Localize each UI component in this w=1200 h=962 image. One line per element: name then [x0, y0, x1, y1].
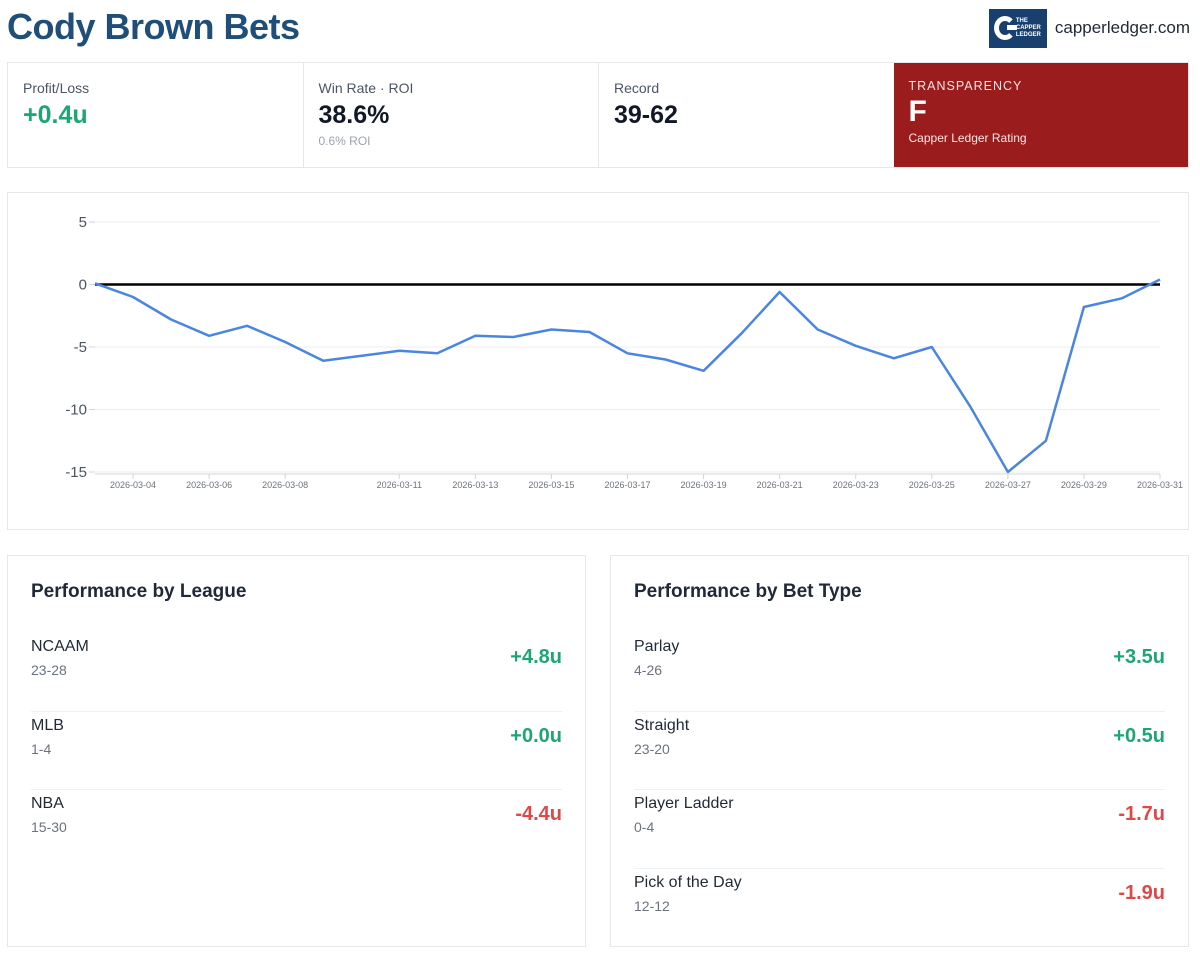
perf-row: NBA 15-30 -4.4u [31, 790, 562, 869]
y-tick-label: 5 [79, 214, 87, 231]
perf-row-record: 4-26 [634, 662, 663, 678]
perf-row-name: Pick of the Day [634, 873, 742, 891]
perf-row-record: 23-20 [634, 740, 670, 757]
x-tick-label: 2026-03-21 [757, 480, 803, 490]
logo-mark-icon [993, 15, 1016, 40]
perf-row-name: Player Ladder [634, 795, 734, 812]
perf-row-record: 0-4 [634, 819, 655, 835]
header: Cody Brown Bets THE CAPPER LEDGER capper… [0, 0, 1200, 58]
stats-bar: Profit/Loss +0.4u Win Rate · ROI 38.6% 0… [7, 62, 1189, 168]
perf-row-record: 12-12 [634, 897, 670, 914]
y-tick-label: -15 [65, 464, 87, 481]
perf-row-value: +0.5u [1113, 724, 1165, 747]
transparency-label: TRANSPARENCY [908, 79, 1023, 93]
brand-domain-link[interactable]: capperledger.com [1054, 18, 1190, 37]
x-tick-label: 2026-03-25 [909, 480, 955, 490]
perf-row-value: -1.7u [1118, 803, 1165, 825]
x-tick-label: 2026-03-23 [833, 480, 879, 490]
perf-row-value: -1.9u [1118, 881, 1165, 904]
capper-ledger-logo[interactable]: THE CAPPER LEDGER [988, 8, 1047, 48]
stat-profit-loss: Profit/Loss +0.4u [8, 63, 304, 167]
x-tick-label: 2026-03-31 [1137, 480, 1183, 490]
transparency-grade: F [908, 95, 927, 128]
perf-row: Pick of the Day 12-12 -1.9u [634, 869, 1165, 948]
profit-chart: 5 0 -5 -10 -15 2026-03-04 2026-03-06 2026-03-08… [7, 192, 1189, 530]
perf-title: Performance by Bet Type [634, 581, 862, 602]
cumulative-profit-line [94, 278, 1161, 474]
x-tick-label: 2026-03-17 [604, 480, 650, 490]
performance-by-league-card: Performance by League NCAAM 23-28 +4.8u MLB… [7, 555, 586, 947]
transparency-badge: TRANSPARENCY F Capper Ledger Rating [893, 63, 1188, 167]
x-tick-label: 2026-03-29 [1061, 480, 1107, 490]
x-tick-label: 2026-03-11 [377, 480, 422, 490]
stat-sub: 0.6% ROI [318, 134, 371, 148]
page-title: Cody Brown Bets [7, 6, 300, 47]
perf-row-value: +4.8u [510, 646, 562, 668]
perf-row-value: +0.0u [510, 724, 562, 747]
y-tick-label: -10 [65, 402, 87, 419]
perf-row-name: Straight [634, 716, 690, 734]
league-list: NCAAM 23-28 +4.8u MLB 1-4 +0.0u NBA 15-30 -4.4u [31, 633, 562, 869]
x-tick-label: 2026-03-27 [985, 480, 1031, 490]
x-tick-label: 2026-03-08 [262, 480, 308, 490]
stat-label: Win Rate · ROI [318, 80, 414, 96]
bet-type-list: Parlay 4-26 +3.5u Straight 23-20 +0.5u Player … [634, 633, 1165, 947]
perf-row-record: 23-28 [31, 662, 67, 678]
x-tick-label: 2026-03-04 [110, 480, 156, 490]
transparency-sub: Capper Ledger Rating [908, 131, 1027, 145]
perf-row-value: -4.4u [515, 803, 562, 825]
perf-row: Straight 23-20 +0.5u [634, 712, 1165, 790]
perf-title: Performance by League [31, 581, 247, 602]
x-tick-label: 2026-03-15 [528, 480, 574, 490]
x-tick-label: 2026-03-06 [186, 480, 232, 490]
y-tick-label: 0 [79, 277, 87, 294]
perf-row-name: MLB [31, 716, 64, 734]
x-tick-label: 2026-03-13 [452, 480, 498, 490]
stat-value: 38.6% [318, 101, 390, 129]
stat-win-rate: Win Rate · ROI 38.6% 0.6% ROI [304, 63, 599, 167]
profit-chart-svg: 5 0 -5 -10 -15 2026-03-04 2026-03-06 2026-03-08… [65, 214, 1183, 490]
perf-row-name: NCAAM [31, 638, 89, 655]
perf-row-name: Parlay [634, 638, 680, 655]
stat-record: Record 39-62 [599, 63, 894, 167]
perf-row-record: 15-30 [31, 819, 67, 835]
x-tick-label: 2026-03-19 [681, 480, 727, 490]
perf-row-value: +3.5u [1113, 646, 1165, 668]
perf-row-record: 1-4 [31, 740, 52, 757]
perf-row-name: NBA [31, 795, 64, 812]
stat-value: +0.4u [23, 101, 88, 129]
logo-text: THE CAPPER LEDGER [1015, 17, 1041, 38]
stat-value: 39-62 [614, 101, 678, 129]
brand[interactable]: THE CAPPER LEDGER capperledger.com [988, 8, 1190, 48]
perf-row: MLB 1-4 +0.0u [31, 712, 562, 790]
perf-row: Player Ladder 0-4 -1.7u [634, 790, 1165, 869]
perf-row: Parlay 4-26 +3.5u [634, 633, 1165, 712]
y-tick-label: -5 [74, 339, 87, 356]
stat-label: Record [614, 80, 660, 96]
perf-row: NCAAM 23-28 +4.8u [31, 633, 562, 712]
performance-by-bet-type-card: Performance by Bet Type Parlay 4-26 +3.5u S… [610, 555, 1189, 947]
stat-label: Profit/Loss [23, 80, 90, 96]
